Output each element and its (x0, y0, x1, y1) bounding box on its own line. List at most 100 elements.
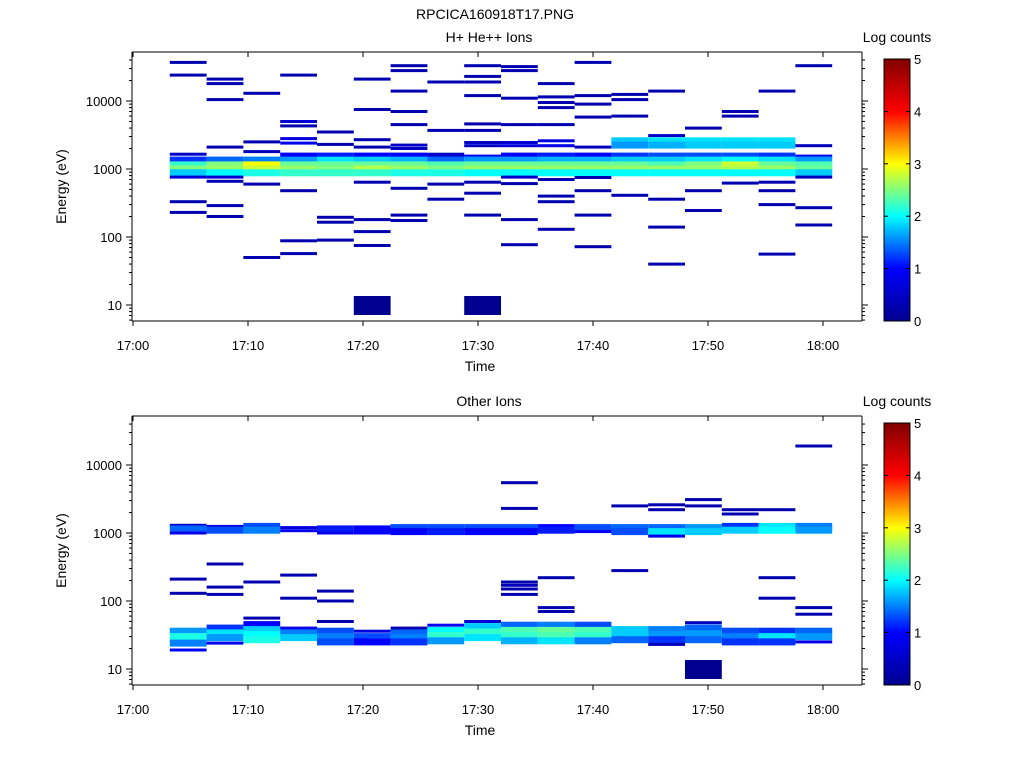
heatmap-cell (280, 626, 317, 630)
heatmap-cell (648, 161, 685, 169)
heatmap-cell (169, 175, 207, 179)
x-tick-label: 17:00 (117, 702, 150, 717)
heatmap-cell (353, 169, 391, 177)
heatmap-cell (464, 191, 501, 195)
heatmap-cell (537, 621, 575, 629)
colorbar-tick-label: 3 (914, 521, 921, 536)
heatmap-cell (685, 161, 722, 169)
colorbar-tick-label: 4 (914, 104, 921, 119)
heatmap-cell (758, 252, 796, 256)
heatmap-cell (317, 169, 354, 177)
heatmap-cell (685, 189, 722, 193)
heatmap-cell (721, 512, 759, 516)
colorbar-label: Log counts (863, 393, 932, 409)
x-tick-label: 17:20 (347, 702, 380, 717)
heatmap-cell (501, 175, 538, 179)
heatmap-cell (206, 526, 244, 534)
heatmap-cell (353, 165, 391, 173)
heatmap-cell (169, 648, 207, 652)
heatmap-cell (758, 161, 796, 169)
heatmap-cell (464, 80, 501, 84)
heatmap-cell (685, 630, 722, 638)
heatmap-cell (721, 638, 759, 646)
heatmap-cell (537, 101, 575, 104)
heatmap-cell (501, 528, 538, 536)
heatmap-cell (685, 209, 722, 212)
heatmap-cell (206, 524, 244, 528)
colorbar-label: Log counts (863, 29, 932, 45)
heatmap-cell (537, 576, 575, 580)
heatmap-cell (574, 189, 612, 193)
heatmap-cell (537, 526, 575, 534)
heatmap-cell (464, 524, 501, 532)
heatmap-cell (390, 161, 428, 169)
heatmap-cell (390, 213, 428, 217)
heatmap-cell (464, 161, 501, 169)
heatmap-cell (206, 145, 244, 149)
heatmap-cell (537, 632, 575, 640)
heatmap-cell (427, 165, 465, 173)
heatmap-cell (501, 141, 538, 144)
heatmap-cell (611, 528, 649, 536)
heatmap-cell (648, 141, 685, 149)
heatmap-cell (758, 156, 796, 164)
colorbar-tick-label: 1 (914, 626, 921, 641)
heatmap-cell (611, 156, 649, 164)
colorbar-tick-label: 3 (914, 157, 921, 172)
heatmap-cell (758, 189, 796, 193)
heatmap-cell (611, 152, 649, 160)
panel-title: H+ He++ Ions (446, 29, 533, 45)
heatmap-cell (501, 592, 538, 596)
heatmap-cell (648, 165, 685, 173)
heatmap-cell (464, 94, 501, 98)
heatmap-cell (317, 525, 354, 533)
heatmap-cells (169, 60, 833, 315)
heatmap-cell (464, 180, 501, 184)
heatmap-cell (206, 169, 244, 177)
heatmap-cell (317, 620, 354, 623)
heatmap-cell (648, 636, 685, 644)
heatmap-cell (501, 621, 538, 629)
heatmap-cell (427, 80, 465, 84)
heatmap-cell (243, 150, 281, 154)
heatmap-cell (243, 526, 281, 534)
y-tick-label: 100 (100, 230, 122, 245)
heatmap-cell (795, 640, 833, 644)
heatmap-cell (243, 522, 281, 530)
y-axis-label: Energy (eV) (53, 513, 69, 588)
heatmap-cell (574, 169, 612, 177)
x-tick-label: 17:10 (232, 338, 265, 353)
heatmap-cell (758, 141, 796, 149)
heatmap-cell (317, 220, 354, 224)
heatmap-cell (464, 169, 501, 177)
heatmap-cell (795, 169, 833, 177)
heatmap-cell (721, 522, 759, 530)
heatmap-cell (169, 577, 207, 581)
heatmap-cell (390, 638, 428, 646)
heatmap-cell (648, 89, 685, 93)
y-tick-label: 10 (108, 662, 122, 677)
heatmap-cell (206, 585, 244, 589)
colorbar-tick-label: 5 (914, 416, 921, 431)
heatmap-cell (280, 165, 317, 173)
heatmap-cell (795, 627, 833, 635)
heatmap-cell (390, 152, 428, 160)
heatmap-cell (353, 77, 391, 81)
heatmap-cell (758, 596, 796, 600)
heatmap-cell (390, 626, 428, 630)
heatmap-cell (537, 123, 575, 127)
heatmap-cell (758, 169, 796, 177)
heatmap-cell (537, 227, 575, 231)
y-tick-label: 10000 (86, 458, 122, 473)
heatmap-cell (685, 528, 722, 536)
heatmap-cell (648, 262, 685, 266)
heatmap-cell (280, 596, 317, 600)
y-tick-label: 10 (108, 298, 122, 313)
heatmap-cell (611, 636, 649, 644)
heatmap-cell (537, 165, 575, 173)
heatmap-cell (758, 638, 796, 646)
heatmap-cell (574, 145, 612, 149)
heatmap-cell (169, 60, 207, 64)
heatmap-cell (464, 144, 501, 148)
heatmap-cell (243, 161, 281, 169)
